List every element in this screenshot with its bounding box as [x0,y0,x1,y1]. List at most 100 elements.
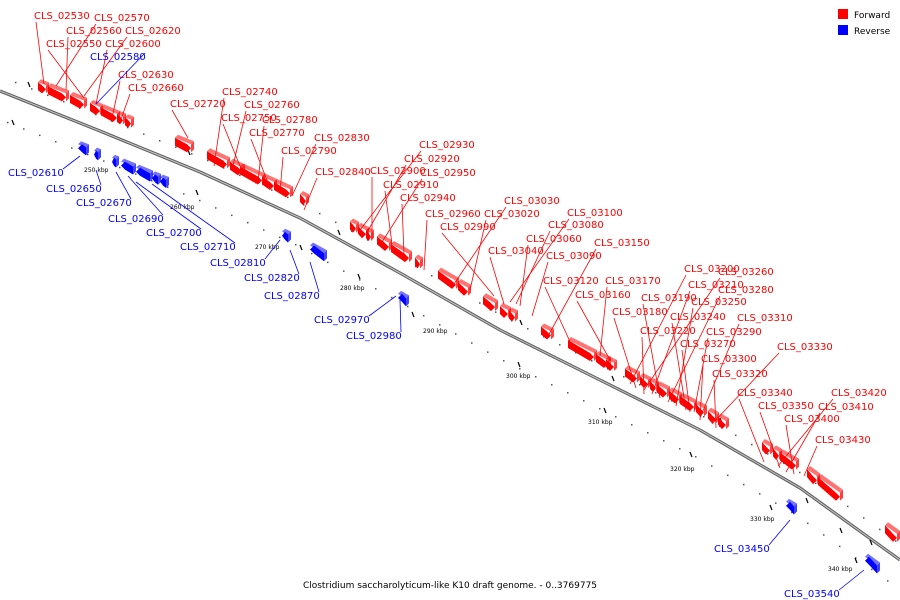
scale-dot [823,534,825,536]
scale-dot [583,400,585,402]
gene-glyph-side [406,295,409,307]
gene-label-forward[interactable]: CLS_03420 [831,388,887,399]
gene-label-forward[interactable]: CLS_02840 [315,167,371,178]
gene-label-forward[interactable]: CLS_03410 [818,402,874,413]
gene-label-forward[interactable]: CLS_02600 [105,39,161,50]
gene-label-forward[interactable]: CLS_03430 [815,435,871,446]
scale-dot [55,141,57,143]
gene-label-forward[interactable]: CLS_03270 [680,339,736,350]
scale-dot [47,94,49,97]
gene-label-forward[interactable]: CLS_03160 [575,290,631,301]
gene-label-forward[interactable]: CLS_03250 [691,297,747,308]
gene-glyph-side [150,170,153,182]
gene-label-forward[interactable]: CLS_02550 [46,39,102,50]
gene-label-forward[interactable]: CLS_03150 [594,238,650,249]
gene-label-forward[interactable]: CLS_03100 [567,208,623,219]
gene-label-reverse[interactable]: CLS_02970 [314,315,370,326]
scale-dot [567,392,569,394]
gene-label-forward[interactable]: CLS_02990 [440,222,496,233]
gene-label-reverse[interactable]: CLS_03450 [714,544,770,555]
gene-label-forward[interactable]: CLS_02960 [425,209,481,220]
leader-line-forward [509,218,570,303]
scale-dot [303,204,305,206]
scale-dot [855,557,857,559]
gene-label-forward[interactable]: CLS_03080 [548,220,604,231]
gene-label-forward[interactable]: CLS_02530 [34,11,90,22]
gene-label-forward[interactable]: CLS_03310 [737,313,793,324]
leader-line-forward [47,49,85,99]
gene-label-reverse[interactable]: CLS_02670 [76,198,132,209]
gene-label-forward[interactable]: CLS_03020 [484,209,540,220]
gene-label-forward[interactable]: CLS_03090 [546,251,602,262]
gene-label-forward[interactable]: CLS_03240 [670,312,726,323]
gene-label-forward[interactable]: CLS_02720 [170,99,226,110]
gene-label-forward[interactable]: CLS_03210 [688,280,744,291]
gene-label-forward[interactable]: CLS_03180 [612,307,668,318]
gene-glyph-side [897,530,900,542]
gene-label-forward[interactable]: CLS_03030 [504,196,560,207]
gene-label-forward[interactable]: CLS_02570 [94,13,150,24]
gene-label-forward[interactable]: CLS_03300 [701,354,757,365]
scale-dot [503,360,505,362]
gene-label-reverse[interactable]: CLS_02870 [264,291,320,302]
gene-label-forward[interactable]: CLS_02630 [118,70,174,81]
gene-label-forward[interactable]: CLS_02930 [419,140,475,151]
gene-glyph [640,376,648,388]
gene-label-forward[interactable]: CLS_02660 [128,83,184,94]
scale-dot [359,279,361,281]
major-tick [854,557,858,564]
gene-label-reverse[interactable]: CLS_02690 [108,214,164,225]
gene-label-reverse[interactable]: CLS_02610 [8,168,64,179]
gene-label-reverse[interactable]: CLS_02650 [46,184,102,195]
gene-glyph-top [807,466,820,477]
gene-glyph [310,245,324,262]
gene-label-reverse[interactable]: CLS_02980 [346,331,402,342]
gene-label-forward[interactable]: CLS_03290 [706,327,762,338]
gene-label-forward[interactable]: CLS_02910 [383,180,439,191]
leader-line-forward [576,300,611,361]
gene-label-forward[interactable]: CLS_02940 [400,193,456,204]
gene-label-reverse[interactable]: CLS_02580 [90,52,146,63]
gene-label-forward[interactable]: CLS_03330 [777,342,833,353]
gene-label-forward[interactable]: CLS_03190 [641,293,697,304]
gene-label-reverse[interactable]: CLS_03540 [784,589,840,600]
gene-label-forward[interactable]: CLS_03280 [718,285,774,296]
leader-line-reverse [309,261,320,293]
gene-label-forward[interactable]: CLS_02790 [281,146,337,157]
gene-label-forward[interactable]: CLS_02560 [66,26,122,37]
gene-label-forward[interactable]: CLS_03340 [737,388,793,399]
gene-label-forward[interactable]: CLS_02950 [420,168,476,179]
gene-label-forward[interactable]: CLS_02780 [262,115,318,126]
gene-glyph-top [568,337,597,353]
gene-label-reverse[interactable]: CLS_02820 [244,273,300,284]
leader-line-forward [759,411,781,469]
scale-dot [311,252,313,255]
gene-label-forward[interactable]: CLS_03350 [758,401,814,412]
gene-label-forward[interactable]: CLS_03320 [712,369,768,380]
gene-label-forward[interactable]: CLS_02900 [370,166,426,177]
gene-label-forward[interactable]: CLS_02920 [404,154,460,165]
gene-label-reverse[interactable]: CLS_02710 [180,242,236,253]
gene-label-forward[interactable]: CLS_03120 [543,276,599,287]
gene-label-reverse[interactable]: CLS_02810 [210,258,266,269]
gene-label-forward[interactable]: CLS_03200 [684,264,740,275]
gene-glyph [773,448,779,460]
scale-dot [327,261,329,264]
leader-line-forward [671,322,687,411]
gene-label-forward[interactable]: CLS_03400 [784,414,840,425]
scale-dot [159,140,161,142]
gene-label-forward[interactable]: CLS_02750 [221,113,277,124]
gene-label-reverse[interactable]: CLS_02700 [146,228,202,239]
gene-label-forward[interactable]: CLS_02760 [244,100,300,111]
gene-label-forward[interactable]: CLS_02830 [314,133,370,144]
gene-label-forward[interactable]: CLS_02620 [125,26,181,37]
gene-label-forward[interactable]: CLS_02770 [249,128,305,139]
scale-label: 280 kbp [340,285,365,292]
gene-label-forward[interactable]: CLS_03220 [640,326,696,337]
gene-label-forward[interactable]: CLS_03260 [718,267,774,278]
gene-label-forward[interactable]: CLS_03060 [526,234,582,245]
gene-label-forward[interactable]: CLS_02740 [222,87,278,98]
gene-label-forward[interactable]: CLS_03170 [605,276,661,287]
gene-glyph [415,257,420,269]
gene-label-forward[interactable]: CLS_03040 [488,246,544,257]
